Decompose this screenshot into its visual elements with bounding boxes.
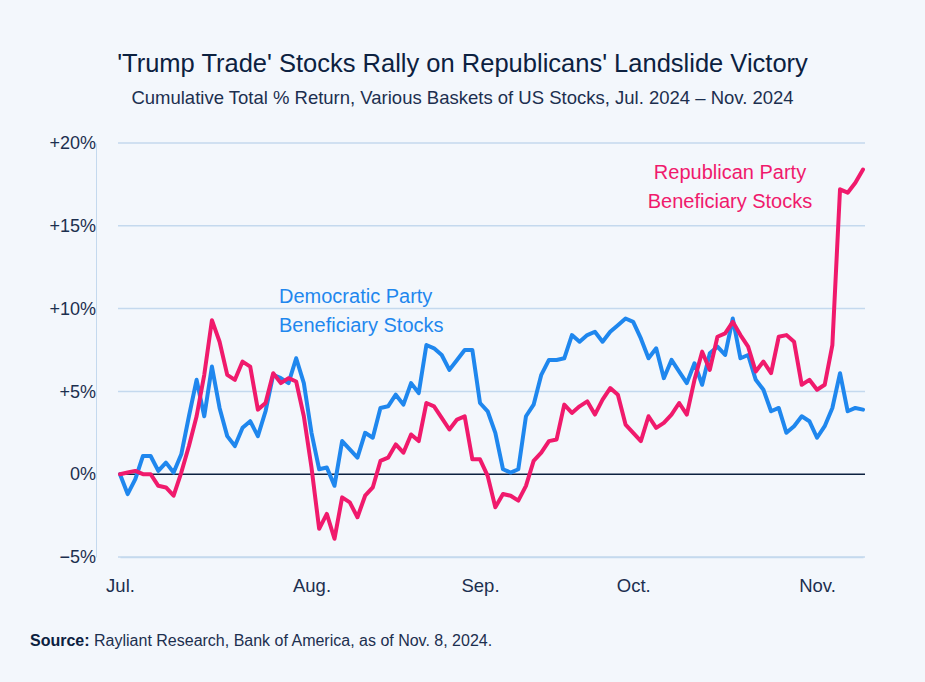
title: 'Trump Trade' Stocks Rally on Republican… bbox=[117, 49, 808, 77]
x-tick: Nov. bbox=[799, 557, 836, 596]
grid-line bbox=[118, 556, 865, 558]
grid bbox=[118, 143, 865, 557]
y-axis: −5% 0% +5% +10% +15% +20% bbox=[49, 133, 96, 567]
y-tick: +20% bbox=[49, 133, 96, 153]
subtitle: Cumulative Total % Return, Various Baske… bbox=[131, 87, 793, 108]
x-tick-label: Nov. bbox=[799, 575, 836, 596]
x-tick-label: Sep. bbox=[461, 575, 499, 596]
x-axis-line bbox=[121, 557, 864, 559]
grid-line bbox=[118, 308, 865, 310]
y-tick: −5% bbox=[59, 547, 96, 567]
y-tick: +15% bbox=[49, 216, 96, 236]
lines bbox=[120, 169, 863, 538]
zero-line bbox=[118, 473, 865, 475]
x-axis: Jul. Aug. Sep. Oct. Nov. bbox=[106, 557, 863, 596]
y-tick-label: +10% bbox=[49, 299, 96, 319]
y-axis-line bbox=[96, 144, 97, 558]
source: Source: Rayliant Research, Bank of Ameri… bbox=[30, 632, 492, 649]
x-tick-label: Jul. bbox=[106, 575, 135, 596]
y-tick-label: +20% bbox=[49, 133, 96, 153]
x-tick: Aug. bbox=[293, 557, 331, 596]
y-tick: 0% bbox=[70, 464, 96, 484]
series-line bbox=[120, 319, 863, 495]
x-tick: Sep. bbox=[461, 557, 499, 596]
grid-line bbox=[118, 225, 865, 227]
y-tick-label: +15% bbox=[49, 216, 96, 236]
x-tick-label: Aug. bbox=[293, 575, 331, 596]
x-tick-label: Oct. bbox=[617, 575, 651, 596]
y-tick: +10% bbox=[49, 299, 96, 319]
grid-line bbox=[118, 142, 865, 144]
x-tick: Oct. bbox=[617, 557, 651, 596]
series-line bbox=[120, 169, 863, 538]
grid-line bbox=[118, 391, 865, 393]
background bbox=[0, 0, 925, 682]
series-label: Republican PartyBeneficiary Stocks bbox=[648, 161, 813, 212]
chart: 'Trump Trade' Stocks Rally on Republican… bbox=[0, 0, 925, 682]
x-tick: Jul. bbox=[106, 557, 135, 596]
y-tick-label: +5% bbox=[59, 382, 96, 402]
y-tick-label: 0% bbox=[70, 464, 96, 484]
y-tick-label: −5% bbox=[59, 547, 96, 567]
y-tick: +5% bbox=[59, 382, 96, 402]
series-label: Democratic PartyBeneficiary Stocks bbox=[279, 285, 444, 336]
